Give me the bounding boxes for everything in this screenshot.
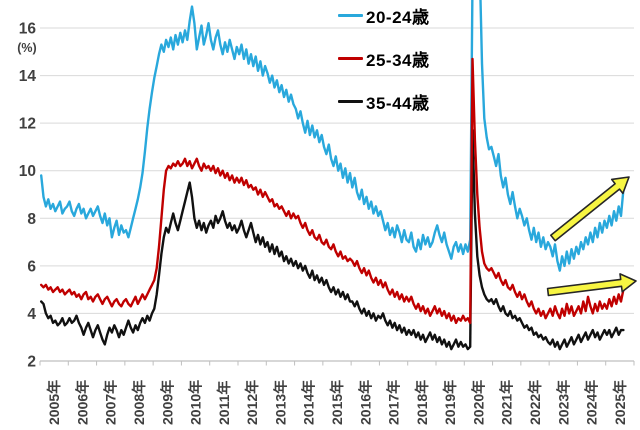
x-axis-tick-label: 2006年: [74, 380, 90, 425]
x-axis-tick-label: 2012年: [244, 380, 260, 425]
x-axis-tick-label: 2011年: [216, 381, 232, 425]
legend-item-35-44: 35-44歳: [338, 90, 430, 113]
x-axis-tick-label: 2021年: [499, 380, 515, 425]
x-axis-tick-label: 2024年: [584, 380, 600, 425]
y-axis-tick-label: 4: [27, 306, 36, 323]
trend-arrow-25-34: [546, 273, 637, 297]
legend-item-20-24: 20-24歳: [338, 4, 430, 27]
series-line-25-34: [40, 57, 625, 325]
legend-line-20-24-icon: [338, 13, 363, 17]
x-axis-tick-label: 2007年: [103, 380, 119, 425]
series-line-35-44: [40, 129, 625, 351]
y-axis-tick-label: 16: [19, 21, 37, 38]
x-axis-tick-label: 2023年: [555, 380, 571, 425]
y-axis-tick-label: 6: [27, 258, 36, 275]
x-axis-tick-label: 2015年: [329, 380, 345, 425]
x-axis-tick-label: 2014年: [301, 380, 317, 425]
x-axis-tick-label: 2022年: [527, 380, 543, 425]
trend-arrow-20-24: [549, 176, 630, 242]
legend-item-25-34: 25-34歳: [338, 47, 430, 70]
legend-line-35-44-icon: [338, 99, 363, 103]
legend-label-20-24: 20-24歳: [366, 7, 430, 27]
x-axis-tick-label: 2016年: [357, 380, 373, 425]
x-axis-tick-label: 2009年: [159, 380, 175, 425]
x-axis-tick-label: 2019年: [442, 380, 458, 425]
x-axis-tick-label: 2005年: [46, 380, 62, 425]
legend-label-25-34: 25-34歳: [366, 50, 430, 70]
y-axis-tick-label: 8: [27, 211, 36, 228]
x-axis-tick-label: 2008年: [131, 380, 147, 425]
legend-label-35-44: 35-44歳: [366, 93, 430, 113]
x-axis-tick-label: 2020年: [470, 380, 486, 425]
x-axis-tick-label: 2025年: [612, 380, 628, 425]
y-axis-tick-label: 10: [19, 163, 36, 180]
x-axis-tick-label: 2017年: [386, 380, 402, 425]
y-axis-tick-label: 14: [19, 68, 37, 85]
y-axis-tick-label: 12: [19, 116, 36, 133]
series-line-20-24: [40, 0, 625, 272]
y-axis-unit-label: (%): [17, 41, 36, 55]
legend-line-25-34-icon: [338, 56, 363, 60]
x-axis-tick-label: 2018年: [414, 380, 430, 425]
x-axis-tick-label: 2013年: [272, 380, 288, 425]
y-axis-tick-label: 2: [27, 354, 36, 371]
chart-legend: 20-24歳 25-34歳 35-44歳: [338, 4, 429, 133]
x-axis-tick-label: 2010年: [188, 380, 204, 425]
